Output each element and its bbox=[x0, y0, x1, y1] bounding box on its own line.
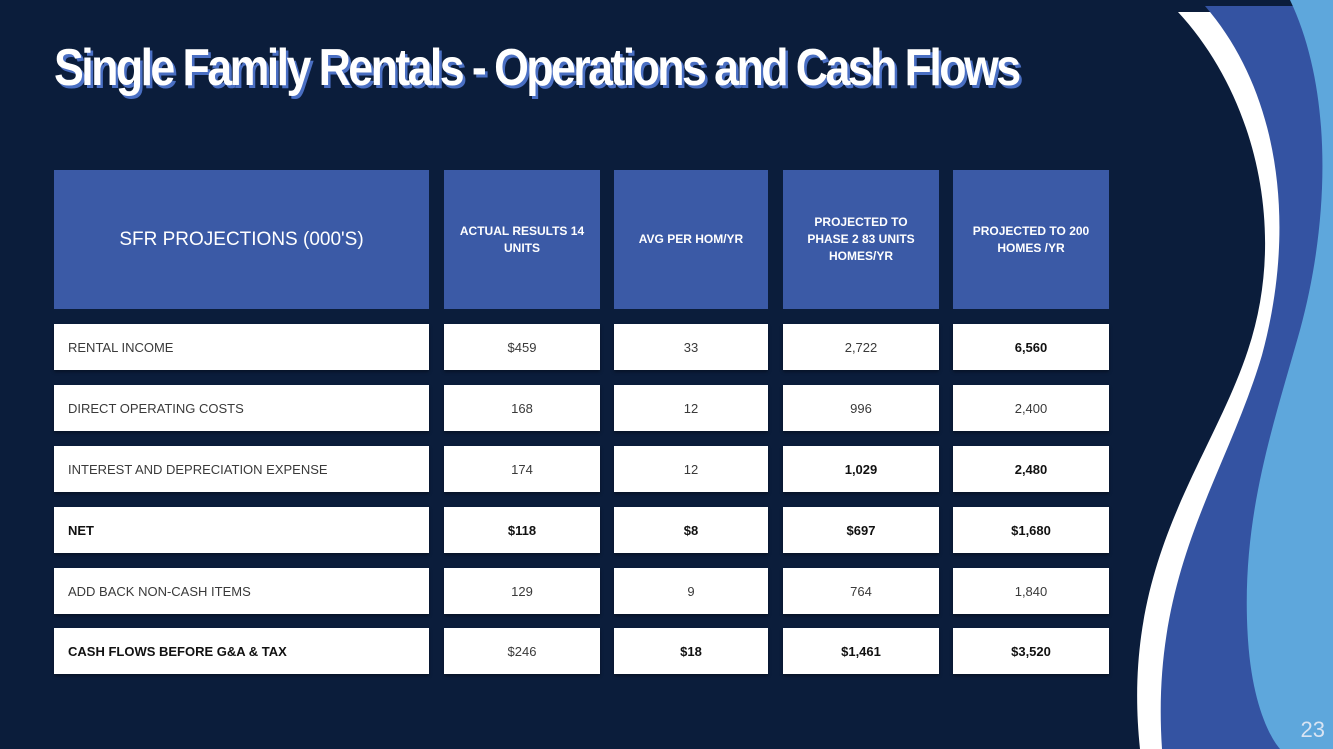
table-cell: 2,480 bbox=[953, 446, 1109, 492]
table-cell: 174 bbox=[444, 446, 600, 492]
table-cell: $118 bbox=[444, 507, 600, 553]
table-cell: $18 bbox=[614, 628, 768, 674]
table-cell: 2,400 bbox=[953, 385, 1109, 431]
header-projected-phase-2: PROJECTED TO PHASE 2 83 UNITS HOMES/YR bbox=[783, 170, 939, 309]
table-cell: 9 bbox=[614, 568, 768, 614]
table-cell: 12 bbox=[614, 446, 768, 492]
row-label-direct-operating-costs: DIRECT OPERATING COSTS bbox=[54, 385, 429, 431]
page-title: Single Family Rentals - Operations and C… bbox=[54, 39, 1021, 97]
table-cell: $459 bbox=[444, 324, 600, 370]
row-label-cash-flows: CASH FLOWS BEFORE G&A & TAX bbox=[54, 628, 429, 674]
table-cell: 1,840 bbox=[953, 568, 1109, 614]
table-cell: $246 bbox=[444, 628, 600, 674]
table-cell: 764 bbox=[783, 568, 939, 614]
table-cell: 1,029 bbox=[783, 446, 939, 492]
header-avg-per-home: AVG PER HOM/YR bbox=[614, 170, 768, 309]
table-cell: $1,461 bbox=[783, 628, 939, 674]
row-label-rental-income: RENTAL INCOME bbox=[54, 324, 429, 370]
header-sfr-projections: SFR PROJECTIONS (000'S) bbox=[54, 170, 429, 309]
table-cell: 996 bbox=[783, 385, 939, 431]
table-cell: 129 bbox=[444, 568, 600, 614]
table-cell: $697 bbox=[783, 507, 939, 553]
table-cell: 168 bbox=[444, 385, 600, 431]
page-number: 23 bbox=[1300, 717, 1325, 742]
table-cell: $8 bbox=[614, 507, 768, 553]
header-projected-200: PROJECTED TO 200 HOMES /YR bbox=[953, 170, 1109, 309]
header-actual-results: ACTUAL RESULTS 14 UNITS bbox=[444, 170, 600, 309]
table-cell: $3,520 bbox=[953, 628, 1109, 674]
table-cell: 33 bbox=[614, 324, 768, 370]
row-label-interest-depreciation: INTEREST AND DEPRECIATION EXPENSE bbox=[54, 446, 429, 492]
row-label-net: NET bbox=[54, 507, 429, 553]
row-label-add-back-non-cash: ADD BACK NON-CASH ITEMS bbox=[54, 568, 429, 614]
table-cell: 12 bbox=[614, 385, 768, 431]
table-cell: $1,680 bbox=[953, 507, 1109, 553]
light-blue-wave bbox=[1246, 0, 1333, 749]
table-cell: 2,722 bbox=[783, 324, 939, 370]
table-cell: 6,560 bbox=[953, 324, 1109, 370]
